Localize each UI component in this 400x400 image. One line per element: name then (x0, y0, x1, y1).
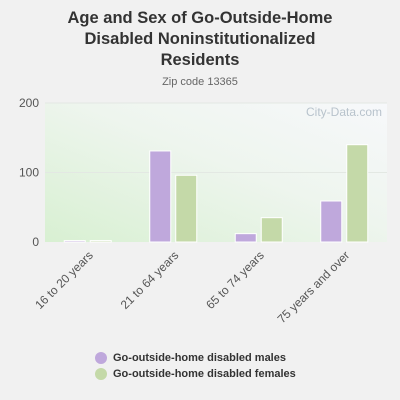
legend-label-males: Go-outside-home disabled males (113, 352, 286, 364)
bar-females (346, 144, 369, 243)
legend-label-females: Go-outside-home disabled females (113, 368, 296, 380)
legend-swatch-males (95, 352, 107, 364)
x-tick-label: 65 to 74 years (203, 248, 267, 312)
y-tick-label: 0 (32, 235, 39, 249)
x-tick-label: 21 to 64 years (118, 248, 182, 312)
y-tick-label: 200 (19, 96, 39, 110)
bar-males (234, 233, 257, 243)
chart-title: Age and Sex of Go-Outside-Home Disabled … (67, 9, 333, 69)
legend: Go-outside-home disabled males Go-outsid… (95, 350, 296, 382)
bar-males (63, 240, 86, 243)
bar-males (320, 200, 343, 243)
bar-females (89, 240, 112, 243)
bar-males (149, 150, 172, 243)
x-tick-label: 75 years and over (275, 248, 353, 326)
x-tick-label: 16 to 20 years (32, 248, 96, 312)
legend-item-females: Go-outside-home disabled females (95, 366, 296, 382)
bar-females (175, 174, 198, 243)
chart-subtitle: Zip code 13365 (162, 76, 238, 88)
watermark: City-Data.com (306, 105, 382, 119)
legend-item-males: Go-outside-home disabled males (95, 350, 296, 366)
bar-females (260, 217, 283, 243)
legend-swatch-females (95, 368, 107, 380)
y-tick-label: 100 (19, 166, 39, 180)
